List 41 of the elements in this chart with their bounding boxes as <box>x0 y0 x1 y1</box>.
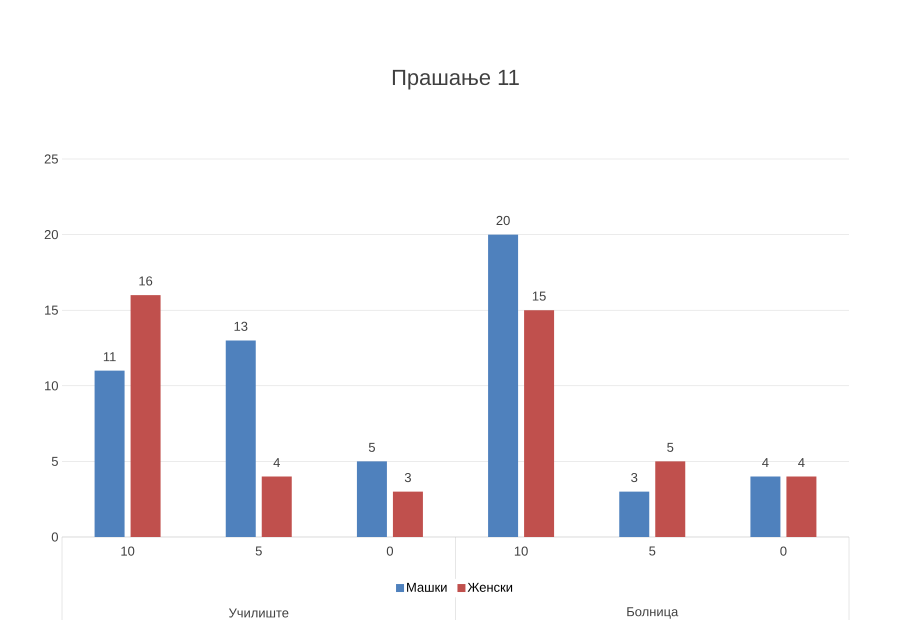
legend-label: Женски <box>468 582 512 592</box>
x-tick-label: 5 <box>256 546 262 556</box>
data-label: 5 <box>368 442 375 452</box>
chart-title: Прашање 11 <box>392 70 519 90</box>
x-tick-label: 5 <box>649 546 656 556</box>
bar <box>262 476 292 537</box>
bar <box>655 461 686 537</box>
data-label: 4 <box>762 458 769 467</box>
data-label: 11 <box>104 352 116 362</box>
data-label: 15 <box>532 292 546 301</box>
y-tick-label: 0 <box>52 532 58 542</box>
data-label: 16 <box>139 276 152 286</box>
bar <box>130 295 161 537</box>
bar <box>786 476 816 537</box>
data-label: 4 <box>273 458 280 467</box>
bar <box>619 492 650 537</box>
y-tick-label: 10 <box>45 381 58 390</box>
y-tick-label: 5 <box>52 456 58 466</box>
x-tick-label: 0 <box>780 546 787 556</box>
data-label: 5 <box>667 442 674 452</box>
bar <box>94 370 125 537</box>
text: Болница <box>627 607 678 619</box>
y-tick-label: 25 <box>44 154 58 164</box>
x-tick-label: 0 <box>386 546 394 556</box>
bar <box>488 234 518 537</box>
bar <box>392 492 423 537</box>
bar <box>524 310 554 537</box>
x-tick-label: 10 <box>121 546 134 556</box>
data-label: 20 <box>496 216 510 226</box>
text: Училиште <box>228 608 288 618</box>
bar <box>356 461 387 537</box>
x-tick-label: 10 <box>514 546 528 556</box>
bar <box>226 340 256 537</box>
data-label: 3 <box>631 472 638 482</box>
data-label: 4 <box>798 458 805 467</box>
data-label: 13 <box>234 322 248 331</box>
bar <box>750 476 780 537</box>
legend-label: Машки <box>407 582 447 592</box>
y-tick-label: 20 <box>44 230 58 240</box>
data-label: 3 <box>404 472 411 482</box>
y-tick-label: 15 <box>45 306 58 315</box>
